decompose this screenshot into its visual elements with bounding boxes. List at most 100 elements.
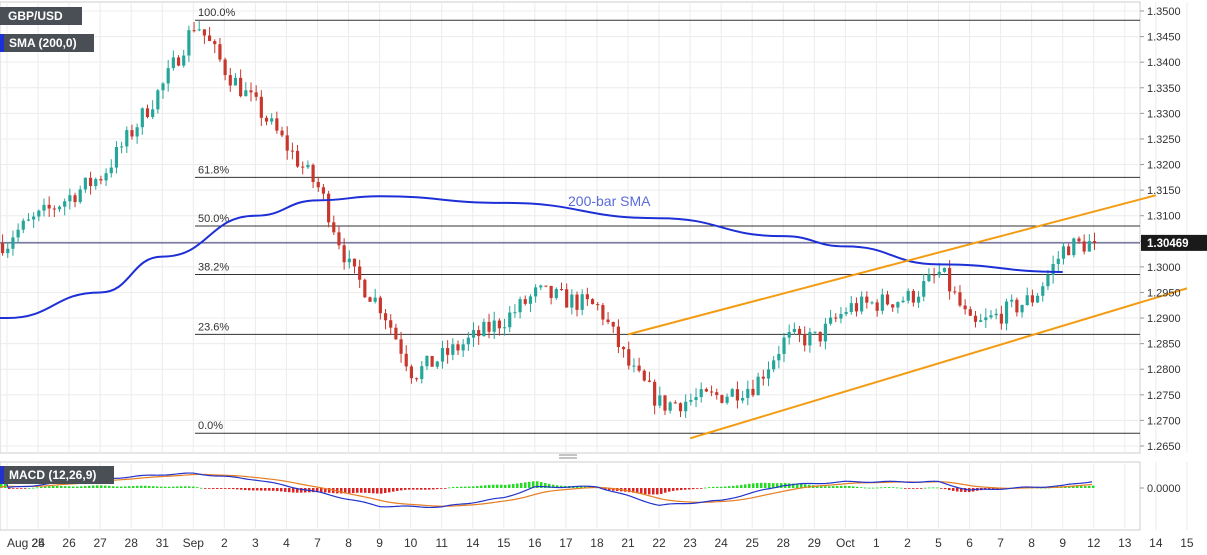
candle-body (32, 216, 36, 220)
macd-histogram-bar (104, 485, 107, 488)
macd-histogram-bar (504, 484, 507, 488)
candle-body (145, 108, 150, 118)
macd-histogram-bar (508, 484, 511, 488)
x-tick-label: 15 (1180, 536, 1194, 550)
macd-histogram-bar (84, 486, 87, 488)
macd-histogram-bar (476, 486, 479, 488)
candle-body (709, 391, 714, 393)
candle-body (999, 313, 1003, 324)
x-tick-label: 2 (221, 536, 228, 550)
macd-histogram-bar (128, 486, 131, 488)
y-tick-label: 1.3500 (1147, 6, 1181, 18)
candle-body (383, 313, 388, 321)
macd-histogram-bar (1076, 486, 1079, 488)
macd-histogram-bar (92, 485, 95, 488)
x-tick-label: 2 (904, 536, 911, 550)
candle-body (430, 355, 434, 367)
candle-body (570, 294, 574, 308)
candle-body (52, 208, 56, 210)
x-tick-label: 9 (376, 536, 383, 550)
candle-body (78, 189, 82, 203)
macd-legend: MACD (12,26,9) (0, 466, 114, 484)
candle-body (295, 150, 300, 167)
macd-histogram-bar (472, 486, 475, 488)
x-tick-label: 25 (31, 536, 45, 550)
candle-body (751, 388, 755, 396)
macd-histogram-bar (20, 488, 23, 489)
candle-body (508, 312, 512, 328)
candle-body (1087, 241, 1091, 252)
fib-level-label: 23.6% (198, 321, 229, 333)
grid (0, 1, 1188, 531)
candle-body (746, 388, 750, 398)
macd-histogram-bar (892, 487, 895, 489)
macd-histogram-bar (844, 485, 847, 488)
candle-body (492, 320, 496, 332)
macd-histogram-bar (648, 488, 651, 495)
y-tick-label: 1.3300 (1147, 108, 1181, 120)
macd-histogram-bar (204, 488, 207, 489)
x-tick-label: 9 (1059, 536, 1066, 550)
macd-histogram-bar (172, 486, 175, 488)
macd-histogram-bar (900, 487, 903, 489)
macd-histogram-bar (196, 487, 199, 488)
candle-body (673, 402, 677, 404)
candle-body (497, 320, 501, 329)
macd-histogram-bar (1072, 486, 1075, 488)
macd-histogram-bar (160, 486, 163, 488)
macd-histogram-bar (368, 488, 371, 493)
macd-histogram-bar (296, 488, 299, 493)
macd-histogram-bar (880, 487, 883, 489)
candle-body (777, 353, 781, 361)
macd-histogram-bar (752, 483, 755, 488)
macd-histogram-bar (632, 488, 635, 493)
macd-histogram-bar (772, 483, 775, 488)
macd-histogram-bar (868, 487, 871, 489)
macd-histogram-bar (524, 482, 527, 488)
macd-histogram-bar (856, 486, 859, 488)
macd-histogram-bar (644, 488, 647, 495)
candle-body (865, 296, 869, 303)
macd-histogram-bar (824, 486, 827, 488)
macd-histogram-bar (340, 488, 343, 494)
macd-histogram-bar (184, 486, 187, 488)
macd-histogram-bar (24, 488, 27, 489)
candle-body (627, 349, 631, 366)
macd-histogram-bar (992, 488, 995, 490)
candle-body (316, 181, 320, 188)
macd-legend-swatch (0, 466, 4, 484)
macd-histogram-bar (372, 488, 375, 494)
macd-histogram-bar (144, 485, 147, 488)
sma-200-line (0, 195, 1063, 320)
candle-body (114, 147, 119, 168)
macd-histogram-bar (396, 488, 399, 491)
candle-body (471, 330, 476, 338)
macd-histogram-bar (348, 488, 351, 494)
candle-body (979, 320, 983, 322)
candle-body (699, 389, 703, 398)
candle-body (259, 96, 263, 118)
fib-level-label: 0.0% (198, 420, 223, 432)
candle-body (534, 287, 538, 297)
macd-histogram-bar (576, 486, 579, 488)
macd-histogram-bar (384, 488, 387, 494)
macd-histogram-bar (284, 488, 287, 492)
candle-body (502, 327, 507, 329)
macd-histogram-bar (720, 486, 723, 488)
candle-body (792, 328, 796, 332)
macd-histogram-bar (228, 488, 231, 489)
macd-histogram-bar (904, 488, 907, 489)
candle-body (233, 77, 238, 86)
fibonacci-levels: 100.0% 61.8% 50.0% 38.2% 23.6% 0.0% (0, 7, 1140, 434)
fib-level-label: 61.8% (198, 164, 229, 176)
candle-body (559, 288, 564, 290)
macd-histogram-bar (660, 488, 663, 494)
macd-histogram-bar (636, 488, 639, 494)
macd-histogram-bar (420, 488, 423, 490)
price-tag: 1.30469 (1147, 238, 1189, 250)
x-tick-label: 1 (873, 536, 880, 550)
candle-body (88, 177, 93, 186)
candle-body (1025, 295, 1029, 305)
macd-histogram-bar (820, 486, 823, 488)
